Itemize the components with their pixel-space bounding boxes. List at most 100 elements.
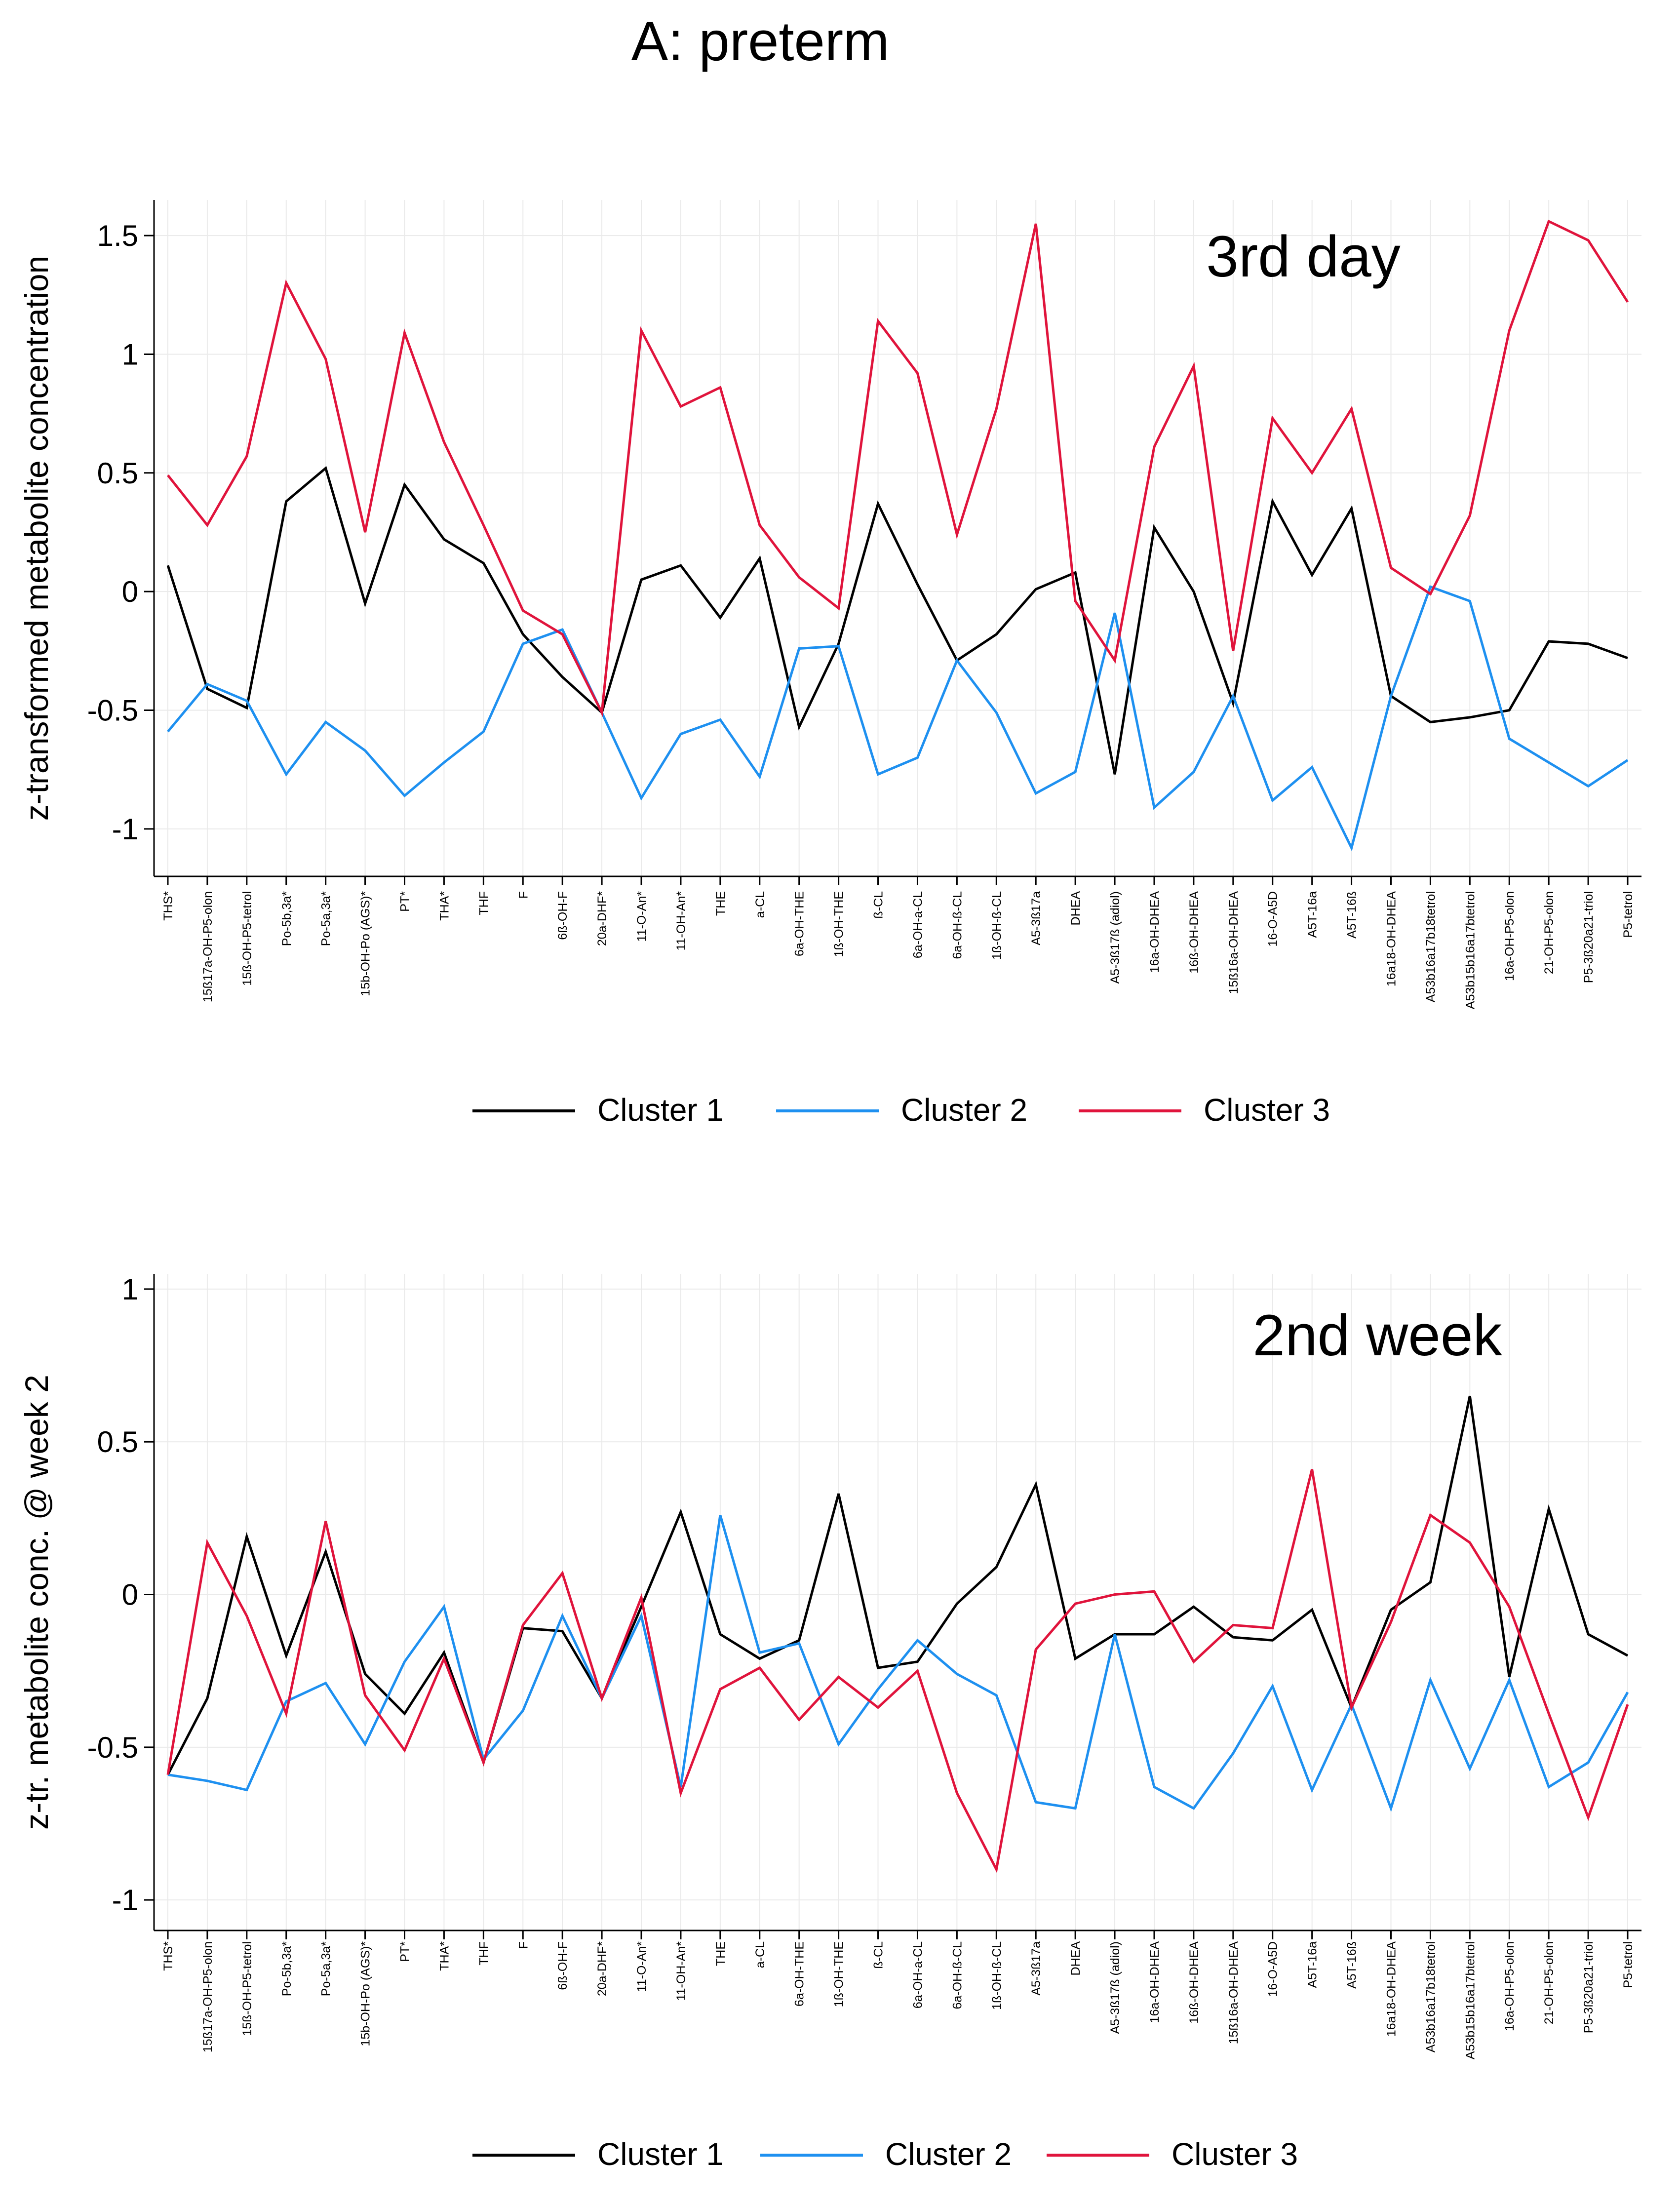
- x-tick-label: 15ß16a-OH-DHEA: [1227, 1941, 1241, 2045]
- x-tick-label: A5T-16ß: [1345, 891, 1359, 939]
- x-tick-label: 6a-OH-THE: [793, 1941, 807, 2007]
- x-tick-label: 16a18-OH-DHEA: [1384, 1941, 1398, 2037]
- y-tick-label: 1.5: [97, 219, 138, 252]
- x-tick-label: 1ß-OH-ß-CL: [990, 1941, 1004, 2010]
- y-axis-label: z-transformed metabolite concentration: [18, 256, 55, 821]
- x-tick-label: 16-O-A5D: [1266, 1941, 1280, 1997]
- x-tick-label: THF: [477, 1941, 491, 1966]
- x-tick-label: 11-O-An*: [635, 891, 649, 942]
- panel-label: 2nd week: [1252, 1303, 1502, 1368]
- x-tick-label: 21-OH-P5-olon: [1542, 891, 1556, 974]
- x-tick-label: P5-tetrol: [1621, 891, 1635, 938]
- x-tick-label: 15b-OH-Po (AGS)*: [359, 1941, 373, 2047]
- series-line-cluster-1: [166, 466, 1628, 775]
- series-line-cluster-1: [166, 1395, 1629, 1775]
- legend-label: Cluster 3: [1172, 2136, 1298, 2172]
- x-tick-label: 6a-OH-a-CL: [911, 891, 925, 958]
- x-tick-label: A53b15b16a17btetrol: [1463, 1941, 1477, 2059]
- y-tick-label: -1: [112, 813, 138, 846]
- legend-label: Cluster 1: [597, 2136, 724, 2172]
- x-tick-label: 16a-OH-P5-olon: [1503, 891, 1517, 981]
- x-tick-label: ß-CL: [872, 891, 886, 919]
- x-tick-label: A5T-16a: [1306, 1941, 1320, 1988]
- x-tick-label: 15ß-OH-P5-tetrol: [240, 891, 254, 986]
- x-tick-label: P5-3ß20a21-triol: [1582, 891, 1596, 983]
- x-tick-label: 6a-OH-a-CL: [911, 1941, 925, 2008]
- x-tick-label: THS*: [161, 891, 175, 921]
- gridlines: [154, 200, 1641, 876]
- x-tick-label: A5-3ß17ß (adiol): [1108, 1941, 1122, 2034]
- x-tick-label: 1ß-OH-ß-CL: [990, 891, 1004, 960]
- x-tick-label: 11-OH-An*: [674, 1941, 688, 2001]
- x-tick-label: a-CL: [753, 891, 767, 918]
- series-line-cluster-2: [167, 1515, 1629, 1812]
- x-tick-label: A5-3ß17a: [1029, 891, 1043, 945]
- x-tick-label: 20a-DHF*: [595, 1941, 609, 1996]
- y-tick-label: -0.5: [87, 694, 138, 727]
- y-tick-label: -1: [112, 1884, 138, 1917]
- x-tick-label: 1ß-OH-THE: [832, 1941, 846, 2007]
- x-tick-label: 15ß16a-OH-DHEA: [1227, 891, 1241, 994]
- x-tick-label: THA*: [437, 891, 451, 921]
- x-tick-label: PT*: [398, 891, 412, 912]
- x-tick-label: A5-3ß17ß (adiol): [1108, 891, 1122, 984]
- x-tick-label: A5T-16a: [1306, 891, 1320, 938]
- x-tick-label: 6ß-OH-F: [556, 891, 570, 940]
- x-tick-label: A53b16a17b18tetrol: [1424, 1941, 1438, 2052]
- legend: Cluster 1 Cluster 2 Cluster 3: [472, 1092, 1330, 1128]
- x-tick-label: 6a-OH-ß-CL: [950, 1941, 964, 2009]
- x-tick-label: ß-CL: [872, 1941, 886, 1969]
- y-axis-label: z-tr. metabolite conc. @ week 2: [18, 1375, 55, 1830]
- x-tick-label: 16a18-OH-DHEA: [1384, 891, 1398, 986]
- x-tick-label: a-CL: [753, 1941, 767, 1968]
- series-line-cluster-3: [167, 219, 1629, 717]
- y-tick-label: 0: [122, 1578, 138, 1612]
- x-tick-label: THE: [714, 1941, 728, 1966]
- y-tick-label: 0.5: [97, 1425, 138, 1458]
- x-tick-label: A5T-16ß: [1345, 1941, 1359, 1989]
- x-tick-label: 6a-OH-ß-CL: [950, 891, 964, 959]
- x-tick-label: F: [516, 1941, 530, 1949]
- x-tick-label: THS*: [161, 1941, 175, 1971]
- x-tick-label: Po-5b,3a*: [280, 1941, 294, 1996]
- y-tick-label: 0.5: [97, 457, 138, 490]
- x-tick-label: 6a-OH-THE: [793, 891, 807, 956]
- x-tick-label: A53b15b16a17btetrol: [1463, 891, 1477, 1009]
- legend: Cluster 1 Cluster 2 Cluster 3: [472, 2136, 1298, 2172]
- x-tick-label: 15ß17a-OH-P5-olon: [201, 891, 215, 1002]
- x-tick-label: 15b-OH-Po (AGS)*: [359, 891, 373, 996]
- x-tick-label: 1ß-OH-THE: [832, 891, 846, 957]
- x-tick-label: 15ß17a-OH-P5-olon: [201, 1941, 215, 2052]
- x-tick-label: 15ß-OH-P5-tetrol: [240, 1941, 254, 2036]
- x-tick-label: A53b16a17b18tetrol: [1424, 891, 1438, 1002]
- x-tick-label: 16a-OH-DHEA: [1148, 1941, 1162, 2023]
- x-tick-label: THF: [477, 891, 491, 915]
- x-tick-label: THE: [714, 891, 728, 916]
- x-tick-label: 11-OH-An*: [674, 891, 688, 951]
- x-tick-label: P5-tetrol: [1621, 1941, 1635, 1988]
- panel-3rd-day: -1 -0.5 0 0.5 1 1.5 z-transformed metabolite c…: [18, 200, 1641, 1128]
- y-tick-label: 1: [122, 1273, 138, 1306]
- x-tick-label: Po-5a,3a*: [319, 891, 333, 946]
- gridlines: [154, 1274, 1641, 1930]
- x-tick-label: F: [516, 891, 530, 899]
- x-tick-label: Po-5b,3a*: [280, 891, 294, 946]
- legend-label: Cluster 3: [1204, 1092, 1330, 1128]
- x-tick-label: 20a-DHF*: [595, 891, 609, 946]
- series-line-cluster-3: [166, 1469, 1629, 1873]
- legend-label: Cluster 2: [885, 2136, 1012, 2172]
- y-tick-label: -0.5: [87, 1731, 138, 1764]
- x-tick-label: 6ß-OH-F: [556, 1941, 570, 1990]
- x-tick-label: 16a-OH-P5-olon: [1503, 1941, 1517, 2031]
- x-tick-label: DHEA: [1069, 1941, 1083, 1976]
- x-tick-label: PT*: [398, 1941, 412, 1962]
- legend-label: Cluster 1: [597, 1092, 724, 1128]
- x-tick-label: Po-5a,3a*: [319, 1941, 333, 1996]
- panel-2nd-week: -1 -0.5 0 0.5 1 z-tr. metabolite conc. @ week…: [18, 1273, 1641, 2172]
- x-tick-label: 16ß-OH-DHEA: [1187, 1941, 1201, 2024]
- x-tick-label: 16-O-A5D: [1266, 891, 1280, 947]
- x-tick-label: THA*: [437, 1941, 451, 1971]
- x-tick-label: A5-3ß17a: [1029, 1941, 1043, 1996]
- series-line-cluster-2: [167, 585, 1629, 852]
